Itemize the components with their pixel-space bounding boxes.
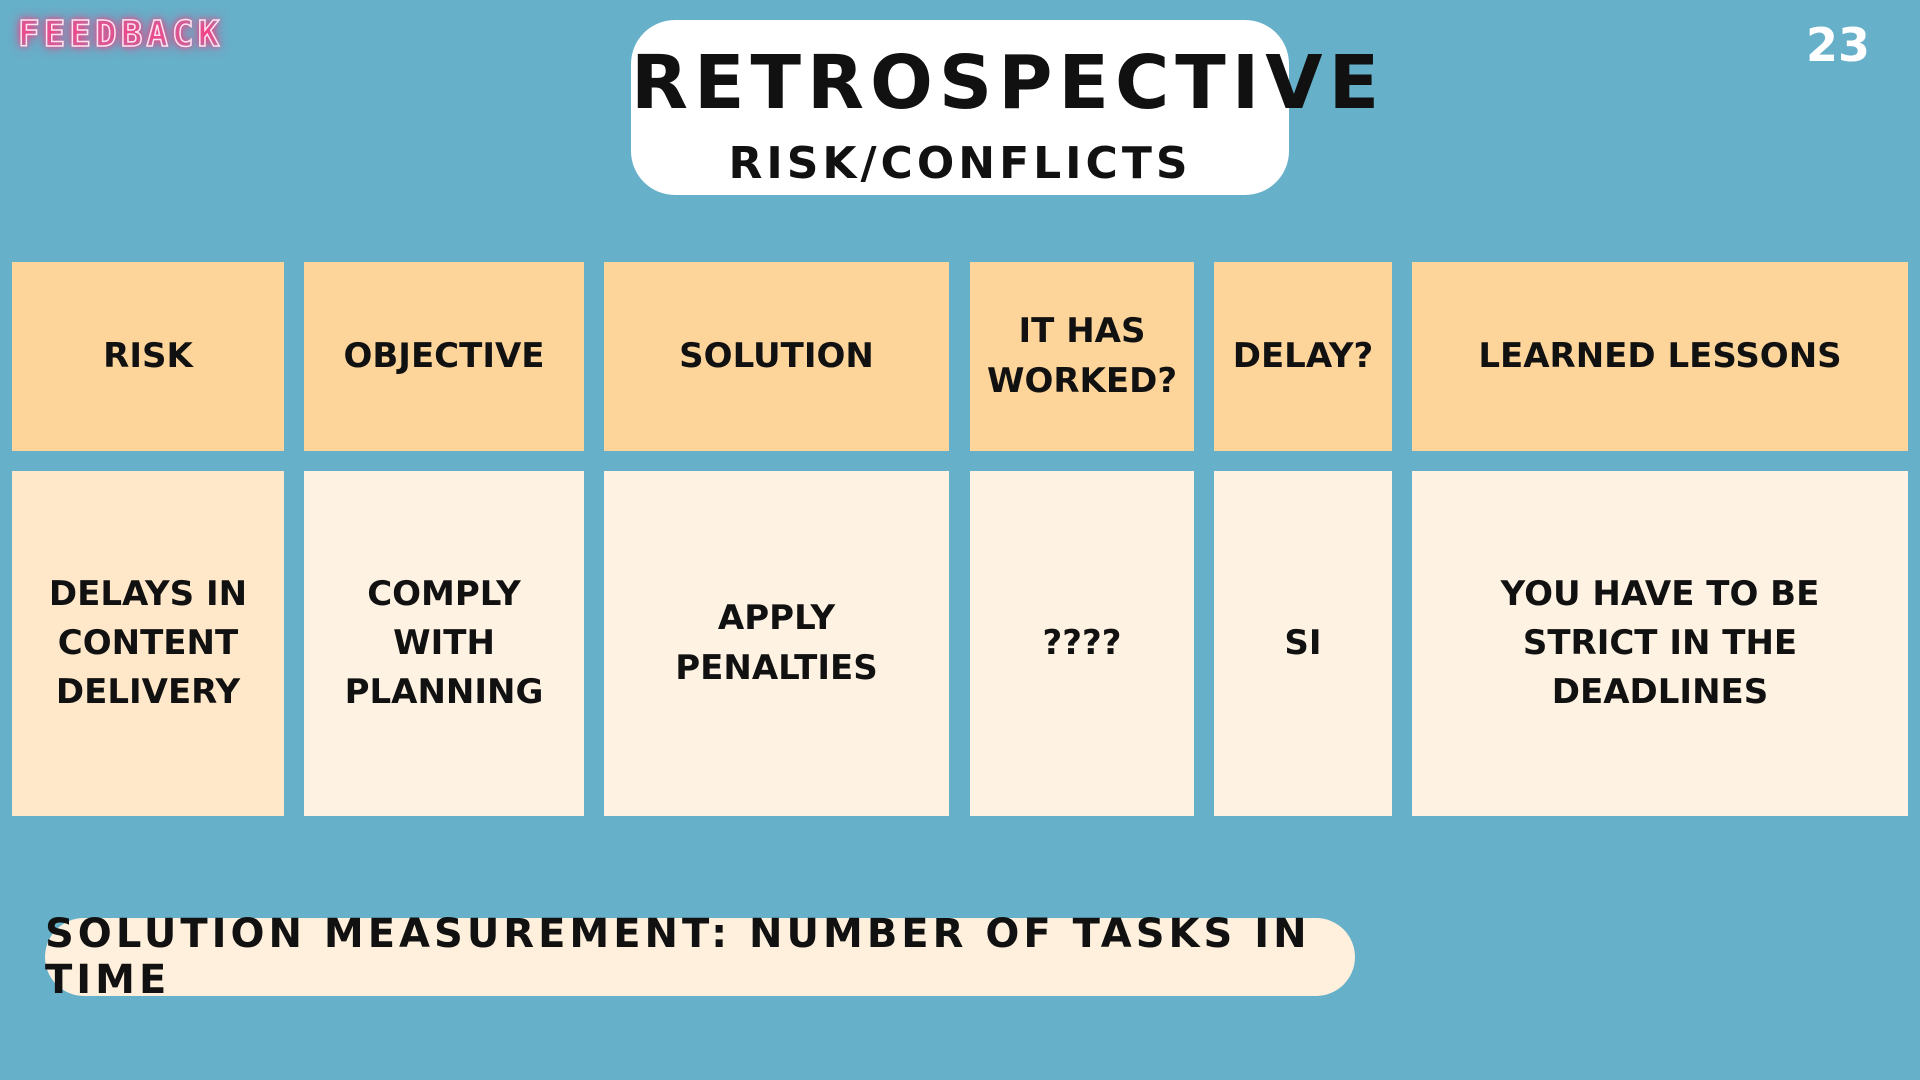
slide-subtitle: RISK/CONFLICTS [728, 138, 1192, 189]
cell-solution: APPLY PENALTIES [604, 471, 949, 816]
cell-learned-lessons: YOU HAVE TO BE STRICT IN THE DEADLINES [1412, 471, 1908, 816]
header-it-has-worked: IT HAS WORKED? [970, 262, 1194, 451]
cell-objective: COMPLY WITH PLANNING [304, 471, 584, 816]
header-objective: OBJECTIVE [304, 262, 584, 451]
solution-measurement-bar: SOLUTION MEASUREMENT: NUMBER OF TASKS IN… [45, 911, 1355, 1003]
title-card: RETROSPECTIVE RISK/CONFLICTS [631, 20, 1386, 195]
cell-risk: DELAYS IN CONTENT DELIVERY [12, 471, 284, 816]
header-delay: DELAY? [1214, 262, 1392, 451]
cell-delay: SI [1214, 471, 1392, 816]
header-learned-lessons: LEARNED LESSONS [1412, 262, 1908, 451]
brand-logo: FEEDBACK [17, 13, 224, 56]
header-solution: SOLUTION [604, 262, 949, 451]
slide-title: RETROSPECTIVE [631, 40, 1386, 126]
header-risk: RISK [12, 262, 284, 451]
cell-it-has-worked: ???? [970, 471, 1194, 816]
page-number: 23 [1805, 18, 1870, 72]
